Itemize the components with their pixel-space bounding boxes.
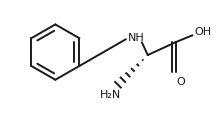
Text: OH: OH — [194, 27, 211, 37]
Text: NH: NH — [128, 33, 145, 43]
Text: H₂N: H₂N — [100, 90, 121, 100]
Text: O: O — [177, 77, 185, 87]
